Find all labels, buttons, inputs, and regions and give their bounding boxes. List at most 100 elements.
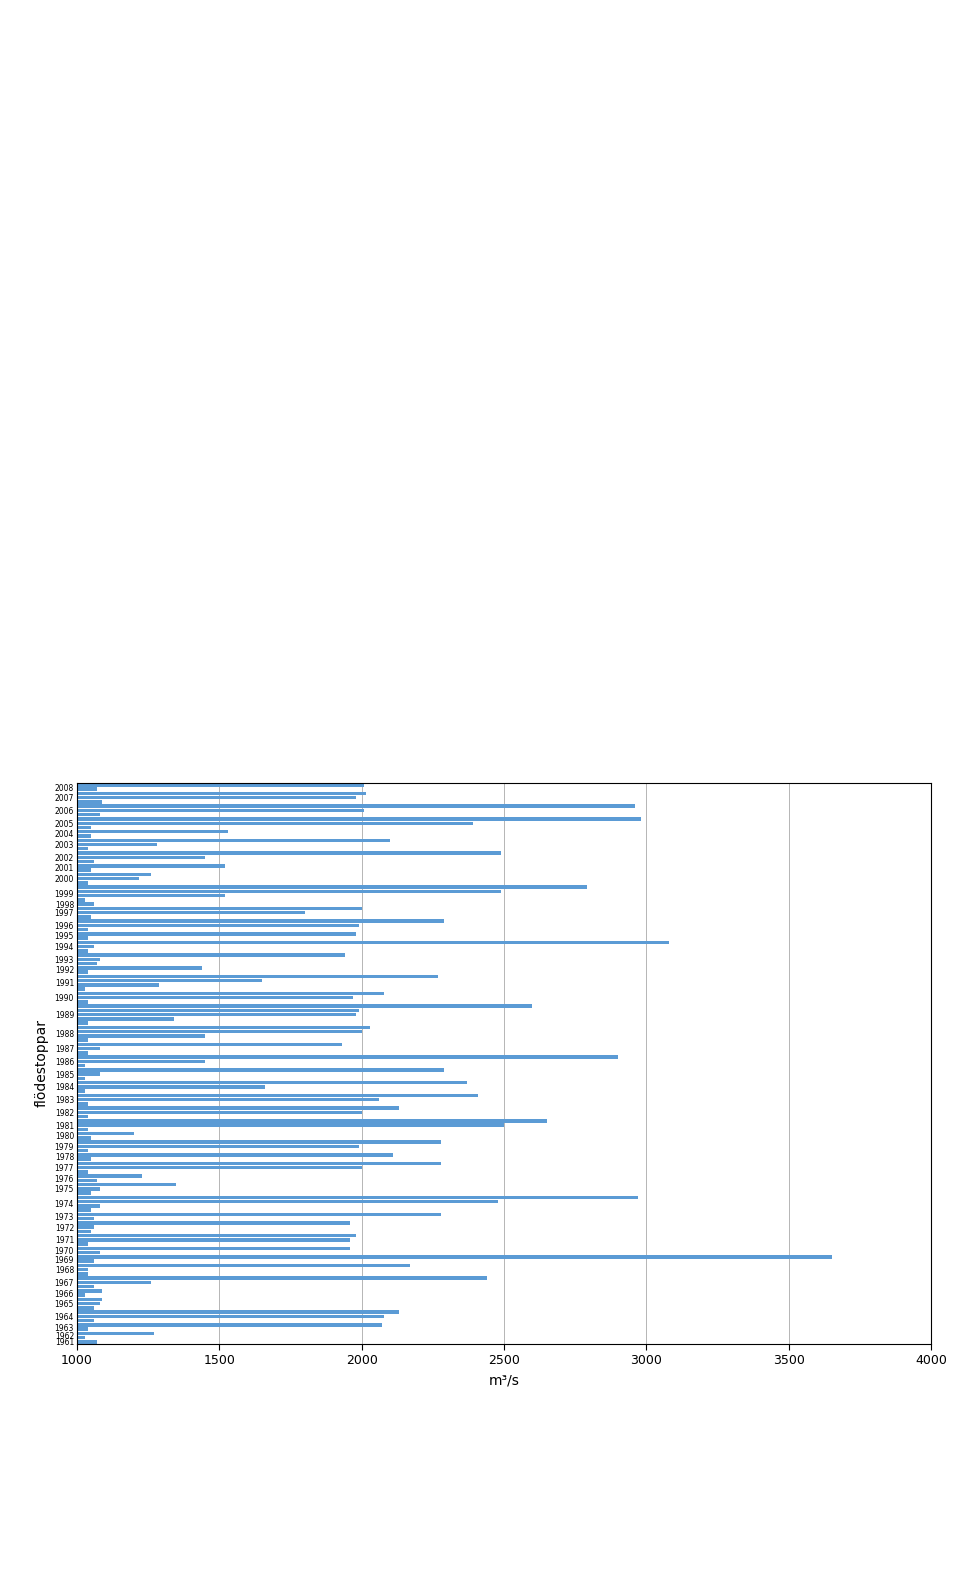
Bar [77,949,88,953]
Bar [77,1149,88,1152]
Bar [77,1154,393,1157]
Bar [77,979,262,982]
Bar [77,967,203,970]
Bar [77,995,353,1000]
Bar [77,1187,100,1190]
Bar [77,1124,504,1127]
Bar [77,1314,384,1319]
Bar [77,945,94,948]
Bar [77,1110,362,1115]
Bar [77,1242,88,1247]
Bar [77,940,669,945]
Bar [77,1047,100,1050]
Bar [77,1082,467,1085]
Bar [77,1341,97,1344]
Bar [77,1209,91,1212]
Bar [77,1170,88,1174]
Bar [77,953,345,957]
Bar [77,808,365,813]
Bar [77,1217,94,1220]
Bar [77,1060,205,1063]
Bar [77,1144,359,1148]
Bar [77,1311,398,1314]
Bar [77,880,88,885]
Bar [77,868,91,872]
X-axis label: m³/s: m³/s [489,1372,519,1387]
Bar [77,830,228,833]
Bar [77,1115,88,1118]
Bar [77,937,88,940]
Bar [77,910,304,915]
Bar [77,1276,487,1280]
Bar [77,1094,478,1097]
Bar [77,1192,91,1195]
Bar [77,1009,359,1012]
Bar [77,1204,100,1207]
Bar [77,898,85,901]
Bar [77,1239,350,1242]
Bar [77,932,356,935]
Bar [77,907,362,910]
Bar [77,1166,362,1170]
Bar [77,982,159,987]
Bar [77,1039,88,1042]
Bar [77,1025,371,1030]
Bar [77,1297,103,1302]
Bar [77,1247,350,1250]
Bar [77,1324,381,1327]
Bar [77,852,501,855]
Bar [77,1336,85,1339]
Bar [77,1226,94,1229]
Bar [77,1022,88,1025]
Bar [77,890,501,893]
Bar [77,1294,85,1297]
Bar [77,1234,356,1237]
Bar [77,1182,177,1187]
Bar [77,962,97,965]
Bar [77,788,97,791]
Bar [77,1331,154,1335]
Bar [77,838,390,843]
Bar [77,1264,410,1267]
Bar [77,1251,100,1254]
Bar [77,1284,94,1289]
Bar [77,1064,85,1067]
Bar [77,1107,398,1110]
Bar [77,1137,91,1140]
Bar [77,1302,100,1305]
Bar [77,1319,94,1322]
Y-axis label: flödestoppar: flödestoppar [36,1020,49,1107]
Bar [77,813,100,816]
Bar [77,992,384,995]
Bar [77,1089,85,1093]
Bar [77,1055,618,1060]
Bar [77,1212,442,1217]
Bar [77,835,91,838]
Bar [77,825,91,830]
Bar [77,920,444,923]
Bar [77,1162,442,1165]
Bar [77,877,139,880]
Bar [77,805,635,808]
Bar [77,1281,151,1284]
Bar [77,843,156,846]
Bar [77,872,151,876]
Bar [77,970,88,973]
Bar [77,847,88,850]
Bar [77,822,472,825]
Bar [77,817,640,821]
Bar [77,1306,94,1309]
Bar [77,957,100,960]
Bar [77,1259,94,1262]
Bar [77,1030,362,1033]
Bar [77,795,356,800]
Bar [77,1254,831,1259]
Bar [77,855,205,858]
Bar [77,1221,350,1225]
Bar [77,792,366,795]
Bar [77,915,91,918]
Bar [77,1140,442,1144]
Bar [77,1157,91,1160]
Bar [77,1052,88,1055]
Bar [77,1085,265,1088]
